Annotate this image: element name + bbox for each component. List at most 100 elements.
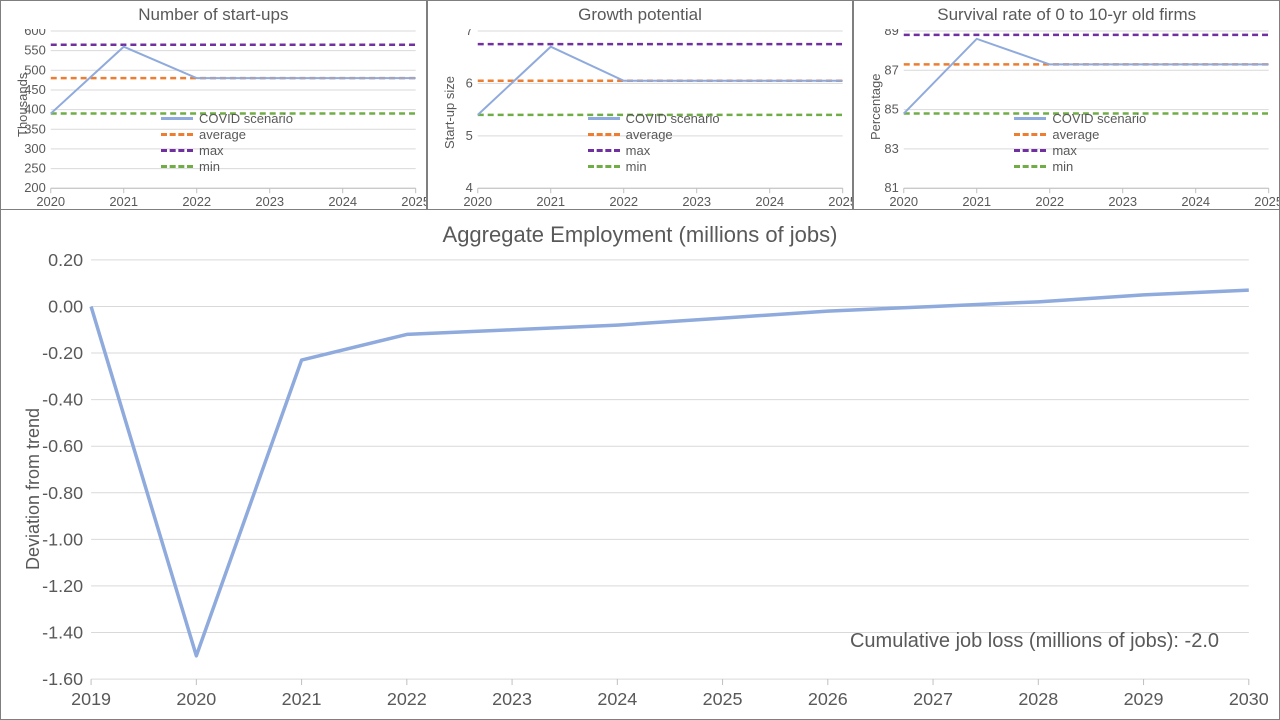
svg-text:0.20: 0.20: [48, 250, 83, 270]
svg-text:2022: 2022: [387, 689, 427, 709]
legend-swatch: [1014, 133, 1046, 136]
small-chart-ylabel: Start-up size: [442, 76, 457, 149]
svg-text:2019: 2019: [71, 689, 111, 709]
svg-text:-1.20: -1.20: [42, 576, 83, 596]
svg-text:-1.40: -1.40: [42, 622, 83, 642]
svg-text:2022: 2022: [609, 194, 638, 209]
legend-row-min: min: [1014, 158, 1146, 174]
small-chart-title: Growth potential: [428, 5, 853, 25]
aggregate-employment-chart: Aggregate Employment (millions of jobs) …: [0, 210, 1280, 720]
svg-text:2021: 2021: [109, 194, 138, 209]
svg-text:2025: 2025: [1255, 194, 1279, 209]
svg-text:7: 7: [465, 29, 472, 38]
svg-text:550: 550: [24, 43, 46, 58]
legend-row-min: min: [161, 158, 293, 174]
legend-label: max: [626, 143, 651, 158]
small-chart-legend: COVID scenarioaveragemaxmin: [588, 110, 720, 174]
legend-label: COVID scenario: [199, 111, 293, 126]
svg-text:2021: 2021: [282, 689, 322, 709]
legend-swatch: [161, 165, 193, 168]
small-chart-growth: Growth potential 4 5 6 7 2020 2021 2022 2023 2024…: [427, 0, 854, 210]
svg-text:2021: 2021: [963, 194, 992, 209]
legend-label: COVID scenario: [1052, 111, 1146, 126]
svg-text:0.00: 0.00: [48, 296, 83, 316]
small-chart-legend: COVID scenarioaveragemaxmin: [161, 110, 293, 174]
svg-text:2029: 2029: [1124, 689, 1164, 709]
svg-text:2024: 2024: [1182, 194, 1211, 209]
legend-swatch: [588, 133, 620, 136]
svg-text:2020: 2020: [463, 194, 492, 209]
legend-label: max: [1052, 143, 1077, 158]
svg-text:6: 6: [465, 75, 472, 90]
svg-text:-1.00: -1.00: [42, 529, 83, 549]
svg-text:2030: 2030: [1229, 689, 1269, 709]
svg-text:2028: 2028: [1018, 689, 1058, 709]
svg-text:200: 200: [24, 180, 46, 195]
legend-label: min: [199, 159, 220, 174]
legend-row-covid: COVID scenario: [161, 110, 293, 126]
svg-text:2023: 2023: [492, 689, 532, 709]
legend-swatch: [161, 149, 193, 152]
svg-text:2020: 2020: [176, 689, 216, 709]
svg-text:-0.40: -0.40: [42, 390, 83, 410]
svg-text:2024: 2024: [597, 689, 637, 709]
svg-text:85: 85: [885, 102, 899, 117]
svg-text:-0.20: -0.20: [42, 343, 83, 363]
svg-text:2023: 2023: [1109, 194, 1138, 209]
svg-text:2026: 2026: [808, 689, 848, 709]
svg-text:89: 89: [885, 29, 899, 38]
legend-swatch: [588, 117, 620, 120]
legend-swatch: [588, 165, 620, 168]
svg-text:-0.60: -0.60: [42, 436, 83, 456]
svg-text:2023: 2023: [255, 194, 284, 209]
svg-text:-1.60: -1.60: [42, 669, 83, 689]
legend-row-covid: COVID scenario: [1014, 110, 1146, 126]
legend-row-covid: COVID scenario: [588, 110, 720, 126]
legend-label: max: [199, 143, 224, 158]
legend-row-average: average: [1014, 126, 1146, 142]
svg-text:2025: 2025: [703, 689, 743, 709]
legend-swatch: [1014, 165, 1046, 168]
small-chart-startups: Number of start-ups200250300350400450500…: [0, 0, 427, 210]
svg-text:2024: 2024: [755, 194, 784, 209]
legend-row-min: min: [588, 158, 720, 174]
top-small-multiples: Number of start-ups200250300350400450500…: [0, 0, 1280, 210]
svg-text:5: 5: [465, 128, 472, 143]
legend-swatch: [161, 117, 193, 120]
legend-label: average: [626, 127, 673, 142]
svg-text:81: 81: [885, 180, 899, 195]
legend-row-max: max: [1014, 142, 1146, 158]
svg-text:600: 600: [24, 29, 46, 38]
svg-text:2024: 2024: [328, 194, 357, 209]
legend-label: min: [626, 159, 647, 174]
svg-text:2020: 2020: [36, 194, 65, 209]
legend-label: COVID scenario: [626, 111, 720, 126]
svg-text:250: 250: [24, 161, 46, 176]
legend-swatch: [1014, 117, 1046, 120]
svg-text:87: 87: [885, 62, 899, 77]
svg-text:2025: 2025: [828, 194, 852, 209]
cumulative-loss-annotation: Cumulative job loss (millions of jobs): …: [850, 630, 1219, 653]
svg-text:2021: 2021: [536, 194, 565, 209]
small-chart-title: Survival rate of 0 to 10-yr old firms: [854, 5, 1279, 25]
legend-row-average: average: [161, 126, 293, 142]
svg-text:2023: 2023: [682, 194, 711, 209]
svg-text:2025: 2025: [401, 194, 425, 209]
legend-swatch: [161, 133, 193, 136]
svg-text:-0.80: -0.80: [42, 483, 83, 503]
svg-text:2027: 2027: [913, 689, 953, 709]
legend-label: average: [1052, 127, 1099, 142]
small-chart-ylabel: Percentage: [868, 74, 883, 141]
svg-text:2022: 2022: [1036, 194, 1065, 209]
legend-label: average: [199, 127, 246, 142]
legend-row-max: max: [161, 142, 293, 158]
svg-text:2022: 2022: [182, 194, 211, 209]
legend-row-max: max: [588, 142, 720, 158]
small-chart-title: Number of start-ups: [1, 5, 426, 25]
legend-swatch: [1014, 149, 1046, 152]
legend-swatch: [588, 149, 620, 152]
svg-text:2020: 2020: [890, 194, 919, 209]
small-chart-ylabel: Thousands: [15, 73, 30, 137]
svg-text:4: 4: [465, 180, 472, 195]
legend-row-average: average: [588, 126, 720, 142]
